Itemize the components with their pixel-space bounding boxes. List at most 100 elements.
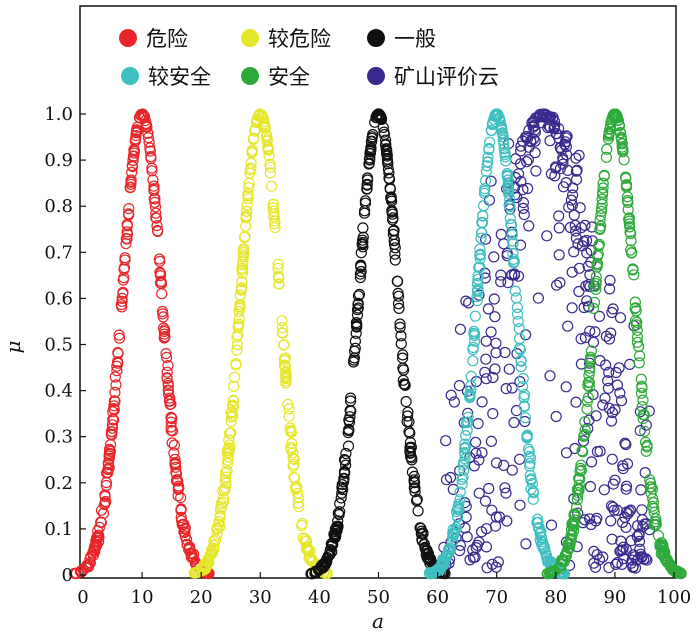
data-point	[239, 230, 251, 243]
data-point	[490, 457, 503, 469]
data-point	[393, 290, 405, 302]
data-point	[153, 253, 165, 265]
data-point	[333, 508, 345, 521]
data-point	[406, 454, 418, 466]
data-point	[506, 269, 518, 281]
data-point	[102, 459, 115, 471]
data-point	[330, 524, 342, 536]
data-point	[500, 487, 512, 499]
data-point	[509, 285, 521, 297]
data-point	[573, 149, 585, 161]
data-point	[607, 303, 619, 315]
data-point	[240, 210, 252, 222]
data-point	[570, 232, 583, 244]
data-point	[171, 474, 183, 486]
data-point	[492, 556, 504, 568]
data-point	[169, 453, 181, 465]
data-point	[502, 170, 514, 182]
data-point	[614, 545, 626, 557]
data-point	[149, 196, 161, 208]
data-point	[579, 332, 592, 344]
data-point	[124, 182, 136, 194]
data-point	[603, 333, 616, 345]
data-point	[575, 333, 587, 345]
data-point	[617, 146, 629, 158]
data-point	[565, 194, 578, 206]
data-point	[529, 135, 541, 147]
data-point	[212, 522, 224, 534]
data-point	[223, 447, 235, 459]
data-point	[112, 347, 124, 359]
data-point	[109, 371, 121, 383]
data-point	[111, 365, 123, 377]
series-5	[438, 108, 656, 574]
data-point	[283, 403, 295, 415]
data-point	[600, 151, 613, 163]
data-point	[639, 467, 651, 479]
data-point	[637, 394, 649, 406]
data-point	[524, 457, 536, 469]
data-point	[134, 111, 146, 124]
data-point	[510, 292, 523, 304]
data-point	[584, 365, 596, 377]
x-tick-label: 50	[367, 587, 390, 608]
data-point	[521, 431, 533, 443]
data-point	[214, 511, 226, 523]
data-point	[479, 185, 491, 197]
data-point	[408, 470, 420, 482]
data-point	[593, 310, 606, 322]
x-tick-label: 0	[77, 587, 88, 608]
data-point	[480, 541, 492, 553]
data-point	[269, 215, 281, 227]
data-point	[162, 377, 174, 389]
data-point	[338, 454, 351, 466]
data-point	[401, 416, 413, 428]
data-point	[597, 177, 609, 189]
data-point	[448, 529, 460, 541]
legend-label: 安全	[268, 65, 310, 89]
data-point	[273, 278, 285, 290]
data-point	[611, 556, 624, 569]
data-point	[194, 565, 206, 578]
data-point	[606, 533, 618, 545]
data-point	[238, 243, 250, 255]
data-point	[330, 527, 342, 540]
data-point	[499, 143, 511, 155]
data-point	[620, 179, 633, 191]
data-point	[280, 372, 292, 384]
data-point	[648, 502, 660, 515]
data-point	[459, 438, 471, 450]
data-point	[584, 362, 596, 374]
data-point	[161, 372, 173, 384]
data-point	[553, 210, 565, 222]
data-point	[159, 324, 171, 336]
data-point	[568, 520, 580, 532]
data-point	[553, 249, 565, 261]
data-point	[625, 247, 638, 259]
data-point	[560, 550, 573, 562]
data-point	[471, 284, 484, 297]
data-point	[296, 519, 308, 532]
data-point	[112, 357, 124, 369]
data-point	[532, 292, 545, 304]
data-point	[99, 497, 111, 509]
x-tick-label: 20	[190, 587, 213, 608]
data-point	[286, 437, 298, 450]
data-point	[515, 140, 527, 152]
data-point	[224, 427, 236, 439]
data-point	[307, 555, 319, 567]
data-point	[177, 519, 189, 531]
data-point	[550, 128, 562, 140]
data-point	[560, 130, 573, 142]
data-point	[598, 484, 610, 496]
data-point	[633, 529, 645, 541]
data-point	[246, 144, 258, 156]
data-point	[570, 396, 582, 408]
data-point	[367, 128, 379, 141]
data-point	[242, 188, 254, 200]
data-point	[161, 351, 173, 363]
data-point	[383, 167, 395, 179]
data-point	[521, 182, 534, 195]
data-point	[381, 145, 393, 158]
data-point	[217, 485, 229, 497]
